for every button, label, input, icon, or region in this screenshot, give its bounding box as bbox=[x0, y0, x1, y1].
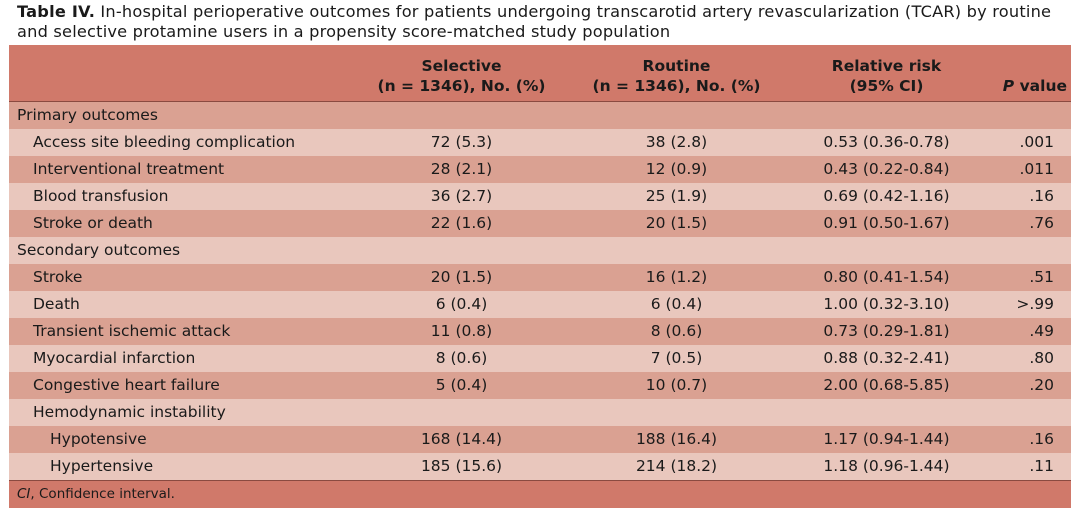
header-row: Selective (n = 1346), No. (%) Routine (n =… bbox=[9, 45, 1071, 102]
selective-value: 36 (2.7) bbox=[430, 186, 493, 205]
p-value: .16 bbox=[1029, 429, 1054, 448]
p-value: .80 bbox=[1029, 348, 1054, 367]
p-value: .11 bbox=[1029, 456, 1054, 475]
selective-value: 185 (15.6) bbox=[420, 456, 503, 475]
p-value: .20 bbox=[1029, 375, 1054, 394]
relative-risk-value: 2.00 (0.68-5.85) bbox=[823, 375, 950, 394]
p-value: .51 bbox=[1029, 267, 1054, 286]
outcome-name: Stroke bbox=[33, 267, 83, 286]
outcome-name: Interventional treatment bbox=[33, 159, 225, 178]
routine-value: 8 (0.6) bbox=[650, 321, 703, 340]
header-rr-ci: (95% CI) bbox=[849, 76, 924, 95]
table-row: Transient ischemic attack 11 (0.8) 8 (0.… bbox=[9, 317, 1071, 345]
selective-value: 28 (2.1) bbox=[430, 159, 493, 178]
section-row-secondary: Secondary outcomes bbox=[9, 236, 1071, 264]
selective-value: 6 (0.4) bbox=[435, 294, 488, 313]
relative-risk-value: 1.00 (0.32-3.10) bbox=[823, 294, 950, 313]
header-selective-title: Selective bbox=[421, 56, 502, 75]
footnote-row: CI, Confidence interval. bbox=[9, 479, 1071, 508]
routine-value: 25 (1.9) bbox=[645, 186, 708, 205]
header-routine-title: Routine bbox=[642, 56, 711, 75]
selective-value: 8 (0.6) bbox=[435, 348, 488, 367]
footnote: CI, Confidence interval. bbox=[9, 479, 1071, 508]
p-value: >.99 bbox=[1016, 294, 1054, 313]
outcome-name: Stroke or death bbox=[33, 213, 153, 232]
header-routine: Routine (n = 1346), No. (%) bbox=[569, 45, 784, 102]
table-row: Interventional treatment 28 (2.1) 12 (0.… bbox=[9, 155, 1071, 183]
footnote-abbr: CI bbox=[17, 485, 31, 502]
header-selective-n: (n = 1346), No. (%) bbox=[377, 76, 546, 95]
section-label: Primary outcomes bbox=[17, 105, 158, 124]
relative-risk-value: 0.69 (0.42-1.16) bbox=[823, 186, 950, 205]
relative-risk-value: 0.88 (0.32-2.41) bbox=[823, 348, 950, 367]
routine-value: 7 (0.5) bbox=[650, 348, 703, 367]
header-p-letter: P bbox=[1002, 76, 1015, 95]
outcome-name: Access site bleeding complication bbox=[33, 132, 296, 151]
selective-value: 5 (0.4) bbox=[435, 375, 488, 394]
subsection-label: Hemodynamic instability bbox=[33, 402, 226, 421]
routine-value: 38 (2.8) bbox=[645, 132, 708, 151]
p-value: .49 bbox=[1029, 321, 1054, 340]
header-rr-title: Relative risk bbox=[831, 56, 942, 75]
relative-risk-value: 0.80 (0.41-1.54) bbox=[823, 267, 950, 286]
routine-value: 12 (0.9) bbox=[645, 159, 708, 178]
table-row: Congestive heart failure 5 (0.4) 10 (0.7… bbox=[9, 371, 1071, 399]
subsection-row-hemodynamic: Hemodynamic instability bbox=[9, 398, 1071, 426]
routine-value: 6 (0.4) bbox=[650, 294, 703, 313]
outcome-name: Death bbox=[33, 294, 80, 313]
outcome-name: Blood transfusion bbox=[33, 186, 169, 205]
table-row: Blood transfusion 36 (2.7) 25 (1.9) 0.69… bbox=[9, 182, 1071, 210]
selective-value: 72 (5.3) bbox=[430, 132, 493, 151]
outcome-name: Myocardial infarction bbox=[33, 348, 196, 367]
relative-risk-value: 0.43 (0.22-0.84) bbox=[823, 159, 950, 178]
routine-value: 214 (18.2) bbox=[635, 456, 718, 475]
header-outcome bbox=[9, 45, 354, 102]
routine-value: 16 (1.2) bbox=[645, 267, 708, 286]
outcome-name: Congestive heart failure bbox=[33, 375, 220, 394]
p-value: .16 bbox=[1029, 186, 1054, 205]
header-p-value: P value bbox=[989, 45, 1071, 102]
table-label: Table IV. bbox=[17, 2, 96, 21]
p-value: .001 bbox=[1019, 132, 1054, 151]
routine-value: 188 (16.4) bbox=[635, 429, 718, 448]
table-title: In-hospital perioperative outcomes for p… bbox=[17, 2, 1052, 41]
outcomes-table: Selective (n = 1346), No. (%) Routine (n =… bbox=[9, 45, 1071, 508]
selective-value: 168 (14.4) bbox=[420, 429, 503, 448]
relative-risk-value: 0.53 (0.36-0.78) bbox=[823, 132, 950, 151]
p-value: .011 bbox=[1019, 159, 1054, 178]
section-row-primary: Primary outcomes bbox=[9, 101, 1071, 129]
table-row: Death 6 (0.4) 6 (0.4) 1.00 (0.32-3.10) >… bbox=[9, 290, 1071, 318]
selective-value: 11 (0.8) bbox=[430, 321, 493, 340]
relative-risk-value: 0.73 (0.29-1.81) bbox=[823, 321, 950, 340]
table-row: Myocardial infarction 8 (0.6) 7 (0.5) 0.… bbox=[9, 344, 1071, 372]
outcome-name: Transient ischemic attack bbox=[33, 321, 231, 340]
table-row: Access site bleeding complication 72 (5.… bbox=[9, 128, 1071, 156]
table-row: Stroke 20 (1.5) 16 (1.2) 0.80 (0.41-1.54… bbox=[9, 263, 1071, 291]
table-row: Stroke or death 22 (1.6) 20 (1.5) 0.91 (… bbox=[9, 209, 1071, 237]
table-caption: Table IV. In-hospital perioperative outc… bbox=[17, 2, 1065, 42]
header-routine-n: (n = 1346), No. (%) bbox=[592, 76, 761, 95]
p-value: .76 bbox=[1029, 213, 1054, 232]
footnote-text: , Confidence interval. bbox=[30, 485, 175, 502]
table-row: Hypertensive 185 (15.6) 214 (18.2) 1.18 … bbox=[9, 452, 1071, 480]
selective-value: 20 (1.5) bbox=[430, 267, 493, 286]
table-row: Hypotensive 168 (14.4) 188 (16.4) 1.17 (… bbox=[9, 425, 1071, 453]
outcome-name: Hypotensive bbox=[50, 429, 147, 448]
routine-value: 20 (1.5) bbox=[645, 213, 708, 232]
header-relative-risk: Relative risk (95% CI) bbox=[784, 45, 989, 102]
relative-risk-value: 1.17 (0.94-1.44) bbox=[823, 429, 950, 448]
header-p-word: value bbox=[1014, 76, 1067, 95]
outcome-name: Hypertensive bbox=[50, 456, 154, 475]
relative-risk-value: 0.91 (0.50-1.67) bbox=[823, 213, 950, 232]
header-selective: Selective (n = 1346), No. (%) bbox=[354, 45, 569, 102]
section-label: Secondary outcomes bbox=[17, 240, 181, 259]
relative-risk-value: 1.18 (0.96-1.44) bbox=[823, 456, 950, 475]
selective-value: 22 (1.6) bbox=[430, 213, 493, 232]
routine-value: 10 (0.7) bbox=[645, 375, 708, 394]
